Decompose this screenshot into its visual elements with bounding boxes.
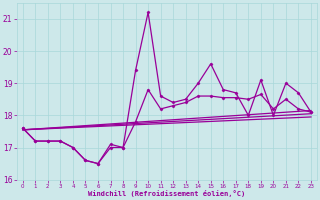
X-axis label: Windchill (Refroidissement éolien,°C): Windchill (Refroidissement éolien,°C)	[88, 190, 245, 197]
